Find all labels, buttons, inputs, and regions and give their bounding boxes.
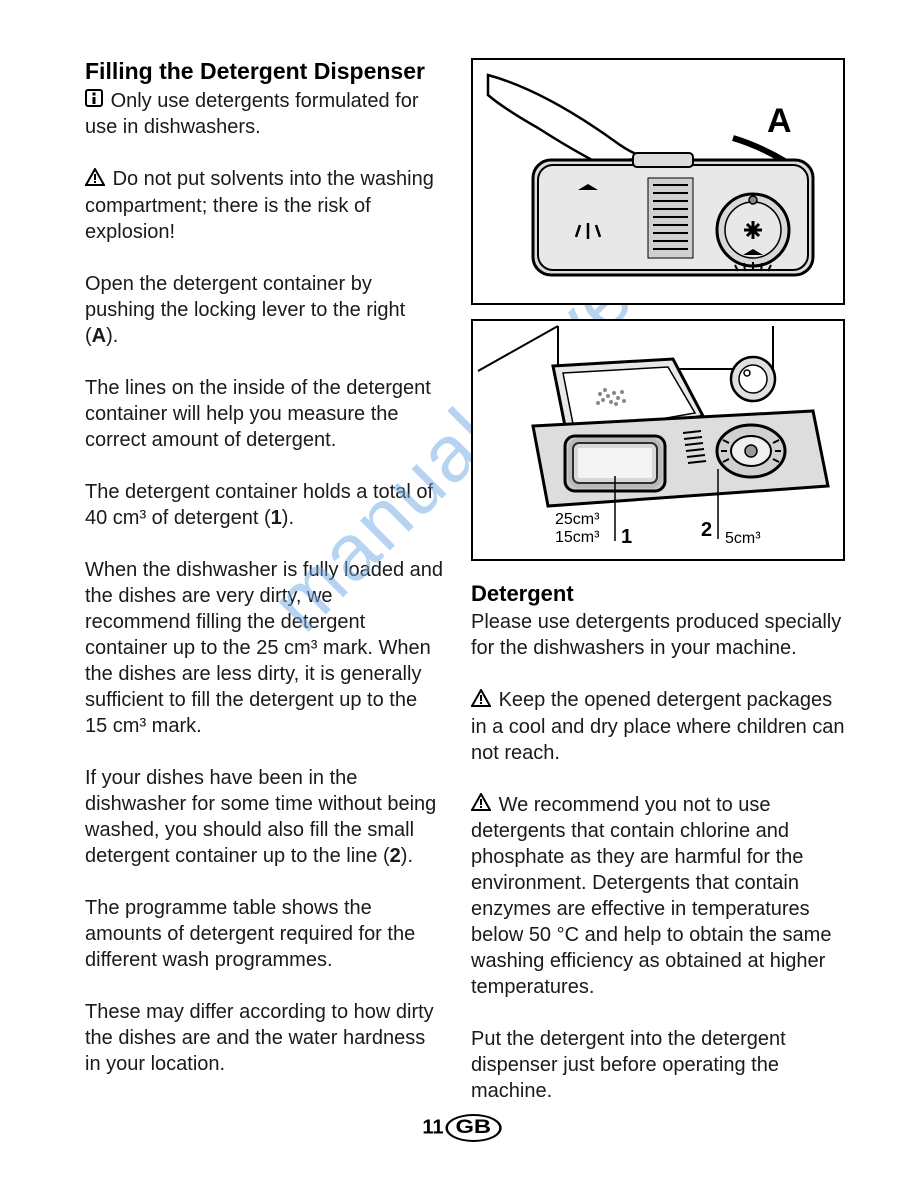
paragraph: If your dishes have been in the dishwash… (85, 765, 443, 869)
paragraph: When the dishwasher is fully loaded and … (85, 557, 443, 739)
paragraph: Open the detergent container by pushing … (85, 271, 443, 349)
manual-page: Filling the Detergent Dispenser Only use… (0, 0, 918, 1104)
warning-paragraph: Do not put solvents into the washing com… (85, 166, 443, 245)
page-number: 11 (422, 1116, 443, 1138)
warning-paragraph: Keep the opened detergent packages in a … (471, 687, 845, 766)
fig-a-label: A (767, 102, 792, 140)
warning-paragraph: We recommend you not to use detergents t… (471, 792, 845, 1001)
figure-b-dispenser-open: 25cm³ 15cm³ 1 2 5cm³ (471, 319, 845, 561)
paragraph: The detergent container holds a total of… (85, 479, 443, 531)
fig-b-5cm: 5cm³ (725, 530, 761, 547)
warning-text: We recommend you not to use detergents t… (471, 794, 831, 999)
fig-b-15cm: 15cm³ (555, 529, 600, 546)
paragraph: The programme table shows the amounts of… (85, 895, 443, 973)
country-badge: GB (446, 1114, 502, 1142)
sub-heading: Detergent (471, 581, 845, 607)
left-column: Filling the Detergent Dispenser Only use… (85, 58, 443, 1104)
section-heading: Filling the Detergent Dispenser (85, 58, 443, 86)
page-footer: 11 GB (0, 1114, 918, 1142)
warning-icon (471, 688, 491, 714)
fig-b-2: 2 (701, 519, 712, 541)
figures: A (471, 58, 845, 561)
warning-icon (85, 167, 105, 193)
warning-icon (471, 792, 491, 818)
ref-a: A (92, 325, 106, 347)
ref-2: 2 (390, 845, 401, 867)
warning-text: Do not put solvents into the washing com… (85, 168, 434, 243)
info-icon (85, 88, 103, 114)
paragraph: The lines on the inside of the detergent… (85, 375, 443, 453)
info-text: Only use detergents formulated for use i… (85, 90, 419, 139)
paragraph: These may differ according to how dirty … (85, 999, 443, 1077)
figure-a-dispenser-closed: A (471, 58, 845, 305)
paragraph: Please use detergents produced specially… (471, 609, 845, 661)
right-column: A (471, 58, 845, 1104)
ref-1: 1 (271, 507, 282, 529)
info-paragraph: Only use detergents formulated for use i… (85, 88, 443, 141)
paragraph: Put the detergent into the detergent dis… (471, 1026, 845, 1104)
fig-b-1: 1 (621, 526, 632, 548)
fig-b-25cm: 25cm³ (555, 511, 600, 528)
warning-text: Keep the opened detergent packages in a … (471, 689, 845, 764)
